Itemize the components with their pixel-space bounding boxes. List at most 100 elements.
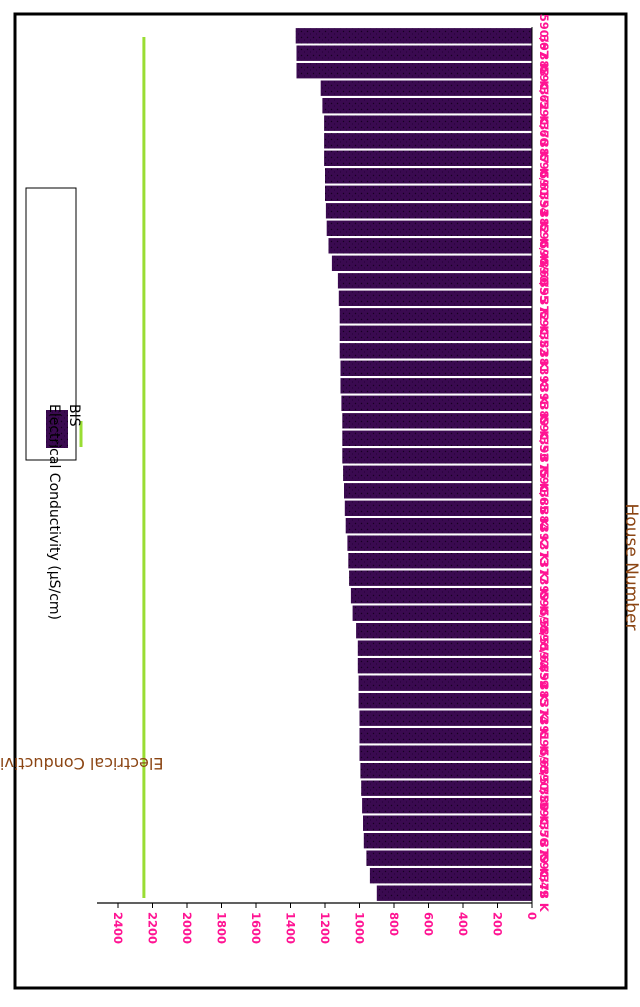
category-label: 590/63 bbox=[537, 731, 551, 775]
category-label: 590/49 bbox=[537, 854, 551, 898]
value-tick-label: 1600 bbox=[249, 912, 263, 944]
category-label: 393 K bbox=[537, 192, 551, 230]
category-label: 394 K bbox=[537, 665, 551, 703]
bar-47 bbox=[296, 63, 532, 79]
category-label: 590/54 bbox=[537, 171, 551, 215]
bar-33 bbox=[339, 308, 532, 324]
bar-10 bbox=[359, 710, 532, 726]
bar-31 bbox=[339, 343, 532, 359]
legend-label-ec: Electrical Conductivity (µS/cm) bbox=[46, 404, 62, 620]
category-label: 396 K bbox=[537, 385, 551, 423]
category-label: 590/53 bbox=[537, 416, 551, 460]
bar-12 bbox=[358, 675, 532, 691]
bar-13 bbox=[357, 658, 532, 674]
value-tick-label: 400 bbox=[456, 912, 470, 936]
category-label: 384 K bbox=[537, 507, 551, 545]
bar-40 bbox=[325, 185, 532, 201]
category-label: 590/61 bbox=[537, 154, 551, 198]
category-label: 376 K bbox=[537, 822, 551, 860]
category-label: 590/55 bbox=[537, 259, 551, 303]
bar-24 bbox=[343, 465, 532, 481]
category-label: 392 K bbox=[537, 525, 551, 563]
category-label: 398 K bbox=[537, 367, 551, 405]
value-tick-label: 2000 bbox=[180, 912, 194, 944]
category-label: 387 K bbox=[537, 140, 551, 178]
category-label: 590/50 bbox=[537, 766, 551, 810]
category-label: 590/59 bbox=[537, 644, 551, 688]
category-label: 590/56 bbox=[537, 801, 551, 845]
category-label: 395 K bbox=[537, 280, 551, 318]
bars-group bbox=[295, 28, 533, 901]
category-label: 370 K bbox=[537, 122, 551, 160]
bar-46 bbox=[320, 80, 532, 96]
value-tick-label: 800 bbox=[387, 912, 401, 936]
bar-14 bbox=[357, 640, 532, 656]
category-label: 378 K bbox=[537, 875, 551, 913]
category-label: 374 K bbox=[537, 700, 551, 738]
category-label: 399 K bbox=[537, 577, 551, 615]
y-axis-label: Electrical Conductivity (µS/cm) bbox=[0, 754, 163, 773]
category-label: 590/58 bbox=[537, 591, 551, 635]
category-label: 380 K bbox=[537, 787, 551, 825]
category-label: 375 K bbox=[537, 455, 551, 493]
category-label: 391 K bbox=[537, 717, 551, 755]
category-label: 389 K bbox=[537, 402, 551, 440]
bar-34 bbox=[338, 290, 532, 306]
category-label: 397 K bbox=[537, 35, 551, 73]
category-label: 388 K bbox=[537, 52, 551, 90]
value-tick-label: 600 bbox=[422, 912, 436, 936]
bar-45 bbox=[322, 98, 532, 114]
category-label: 590/57 bbox=[537, 749, 551, 793]
bar-6 bbox=[361, 780, 532, 796]
category-label: 371 K bbox=[537, 87, 551, 125]
bar-3 bbox=[363, 833, 532, 849]
bar-18 bbox=[349, 570, 532, 586]
bar-36 bbox=[331, 255, 532, 271]
category-label: 590/52 bbox=[537, 311, 551, 355]
category-label: 383 K bbox=[537, 332, 551, 370]
category-label: 382 K bbox=[537, 210, 551, 248]
bar-49 bbox=[295, 28, 532, 44]
bar-44 bbox=[324, 115, 532, 131]
legend-swatch-ec bbox=[46, 410, 68, 448]
category-label: 590/60 bbox=[537, 241, 551, 285]
legend: Electrical Conductivity (µS/cm) BIS bbox=[25, 187, 83, 620]
bar-22 bbox=[344, 500, 532, 516]
bar-43 bbox=[324, 133, 532, 149]
value-tick-label: 2400 bbox=[111, 912, 125, 944]
category-label: 381 K bbox=[537, 350, 551, 388]
bar-42 bbox=[324, 150, 532, 166]
bar-0 bbox=[376, 885, 533, 901]
bar-37 bbox=[328, 238, 532, 254]
bar-28 bbox=[341, 395, 532, 411]
bar-2 bbox=[366, 850, 532, 866]
bar-17 bbox=[350, 588, 532, 604]
category-label: 372 K bbox=[537, 297, 551, 335]
category-label: 390 K bbox=[537, 437, 551, 475]
bar-48 bbox=[296, 45, 532, 61]
category-label: 590/51 bbox=[537, 609, 551, 653]
bar-21 bbox=[345, 518, 532, 534]
bar-26 bbox=[342, 430, 533, 446]
legend-label-bis: BIS bbox=[66, 404, 82, 427]
bar-9 bbox=[359, 728, 532, 744]
bar-15 bbox=[356, 623, 532, 639]
bar-32 bbox=[339, 325, 532, 341]
category-label: 590/64 bbox=[537, 626, 551, 670]
value-tick-label: 2200 bbox=[146, 912, 160, 944]
category-label: 386 K bbox=[537, 490, 551, 528]
bar-41 bbox=[325, 168, 532, 184]
value-tick-label: 0 bbox=[525, 912, 539, 920]
category-label: 590/48 bbox=[537, 224, 551, 268]
bar-38 bbox=[326, 220, 532, 236]
bar-39 bbox=[325, 203, 532, 219]
bar-29 bbox=[340, 378, 532, 394]
category-label: 377 K bbox=[537, 560, 551, 598]
category-label: 590/65 bbox=[537, 469, 551, 513]
category-label: 590/62 bbox=[537, 66, 551, 110]
value-tick-label: 1000 bbox=[353, 912, 367, 944]
value-tick-label: 1800 bbox=[215, 912, 229, 944]
bar-25 bbox=[342, 448, 533, 464]
